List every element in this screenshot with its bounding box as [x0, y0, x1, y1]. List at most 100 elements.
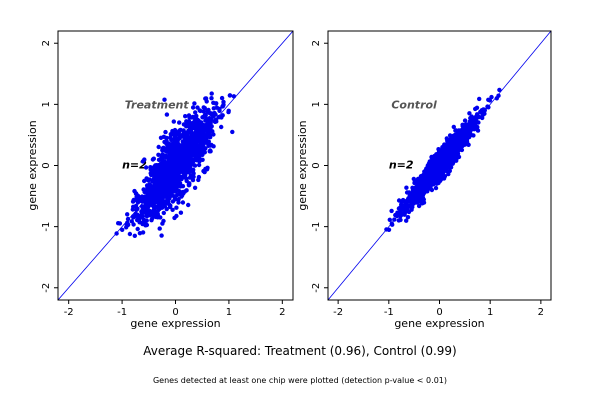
data-point	[159, 233, 164, 238]
data-point	[227, 93, 233, 98]
data-point	[180, 133, 185, 139]
data-point	[141, 217, 147, 223]
data-point	[143, 203, 148, 208]
data-point	[419, 176, 424, 182]
data-point	[212, 110, 217, 116]
sample-size-label: n=2	[389, 159, 414, 172]
data-point	[185, 122, 190, 127]
data-point	[456, 131, 461, 136]
caption-detection-note: Genes detected at least one chip were pl…	[152, 376, 447, 385]
data-point	[212, 119, 218, 125]
data-point	[201, 122, 206, 128]
data-point	[178, 191, 183, 197]
x-tick-label: 0	[436, 307, 442, 318]
data-point	[200, 140, 206, 145]
x-tick-label: 1	[487, 307, 493, 318]
data-point	[209, 142, 214, 148]
data-point	[405, 215, 411, 220]
data-point	[230, 129, 235, 135]
data-point	[172, 149, 178, 154]
data-point	[124, 225, 129, 230]
x-tick-label: -1	[384, 307, 394, 318]
data-point	[179, 174, 185, 180]
y-tick-label: 0	[41, 162, 52, 168]
data-point	[168, 184, 173, 189]
data-point	[443, 147, 448, 152]
data-point	[117, 221, 123, 226]
y-tick-label: 2	[41, 40, 52, 46]
data-point	[177, 120, 182, 125]
data-point	[127, 231, 133, 237]
data-point	[466, 124, 471, 129]
data-point	[447, 133, 453, 138]
data-point	[172, 177, 178, 182]
data-point	[173, 135, 179, 141]
data-point	[489, 94, 494, 100]
data-point	[399, 202, 404, 207]
data-point	[143, 165, 149, 170]
scatter-points	[384, 87, 502, 232]
data-point	[175, 140, 180, 145]
data-point	[440, 168, 445, 173]
data-point	[172, 195, 178, 201]
data-point	[205, 109, 210, 114]
data-point	[189, 115, 194, 120]
data-point	[147, 213, 152, 218]
data-point	[453, 128, 458, 133]
data-point	[164, 112, 170, 117]
data-point	[194, 113, 199, 119]
data-point	[404, 185, 409, 190]
data-point	[404, 205, 409, 211]
y-tick-label: -1	[311, 222, 322, 232]
data-point	[416, 197, 422, 202]
data-point	[208, 135, 213, 140]
data-point	[445, 163, 450, 168]
data-point	[471, 133, 476, 138]
data-point	[435, 176, 440, 182]
data-point	[142, 178, 147, 184]
data-point	[183, 130, 188, 135]
data-point	[416, 203, 422, 209]
data-point	[423, 173, 429, 178]
data-point	[129, 219, 134, 224]
data-point	[398, 214, 403, 219]
data-point	[142, 209, 147, 215]
data-point	[174, 205, 179, 210]
data-point	[187, 182, 192, 188]
data-point	[171, 160, 176, 166]
data-point	[477, 96, 482, 102]
data-point	[220, 113, 225, 118]
data-point	[190, 121, 195, 126]
x-axis-label: gene expression	[130, 317, 220, 330]
y-tick-label: 0	[311, 162, 322, 168]
data-point	[139, 199, 145, 204]
data-point	[404, 218, 409, 223]
data-point	[482, 107, 487, 113]
data-point	[209, 96, 214, 101]
data-point	[208, 111, 214, 117]
data-point	[220, 103, 226, 109]
data-point	[170, 132, 175, 137]
data-point	[184, 154, 189, 159]
data-point	[469, 119, 475, 124]
data-point	[155, 208, 160, 214]
data-point	[183, 114, 188, 119]
data-point	[149, 172, 154, 178]
data-point	[125, 212, 130, 217]
data-point	[151, 156, 156, 161]
y-axis-label: gene expression	[26, 120, 39, 210]
data-point	[172, 154, 177, 159]
data-point	[474, 124, 479, 129]
data-point	[475, 128, 481, 133]
data-point	[176, 130, 181, 135]
data-point	[189, 134, 195, 139]
data-point	[467, 111, 472, 116]
data-point	[135, 212, 140, 217]
data-point	[182, 169, 188, 174]
y-tick-label: 2	[311, 40, 322, 46]
data-point	[201, 127, 206, 132]
y-tick-label: -1	[41, 222, 52, 232]
data-point	[211, 106, 216, 111]
data-point	[176, 146, 181, 151]
data-point	[201, 105, 206, 110]
